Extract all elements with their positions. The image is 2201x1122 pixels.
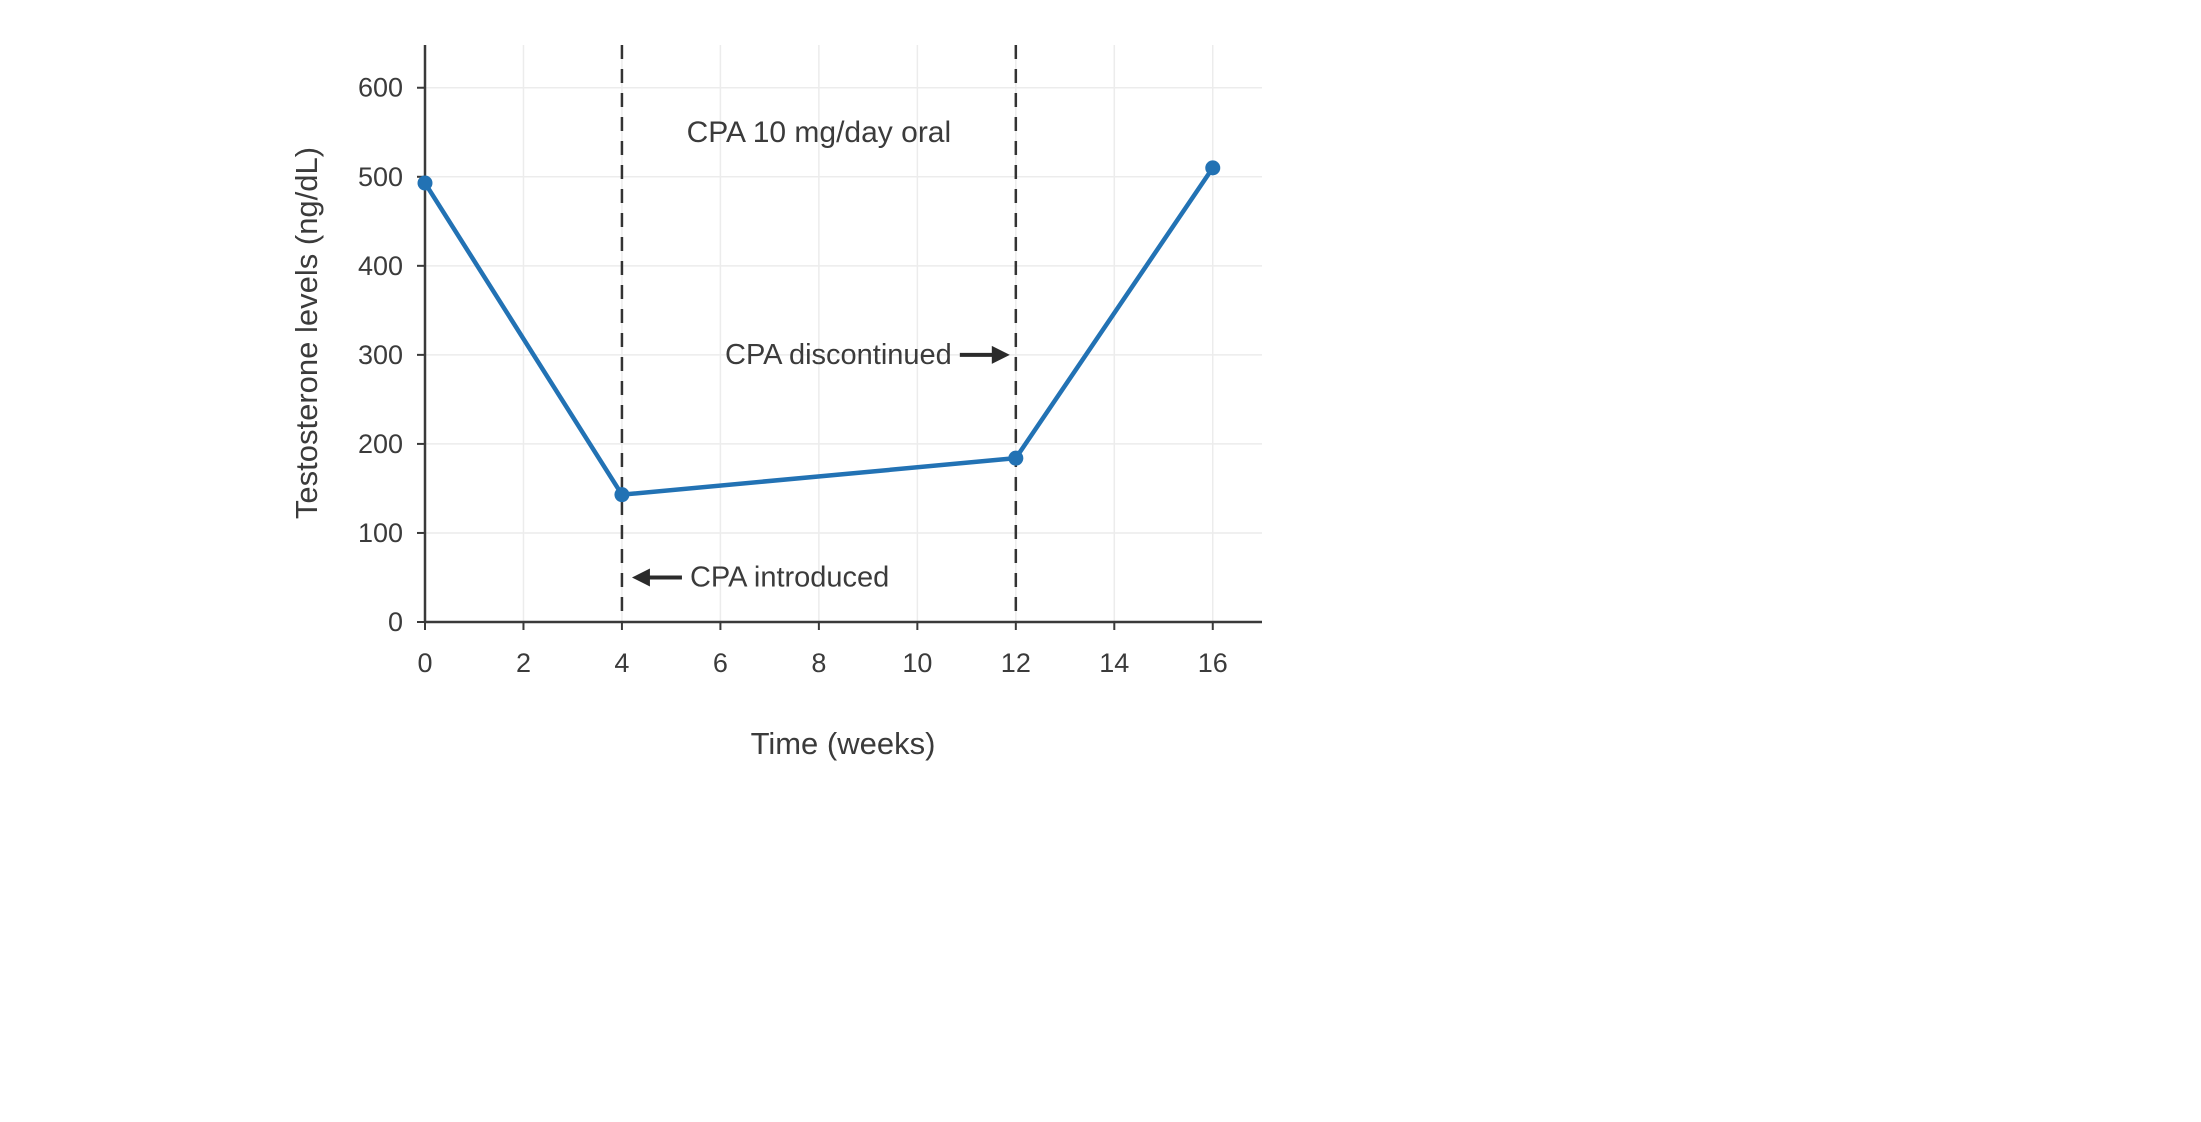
annotation-dose-label: CPA 10 mg/day oral: [687, 116, 952, 149]
data-point: [1008, 450, 1024, 466]
y-tick-label: 200: [358, 429, 403, 459]
y-tick-label: 100: [358, 518, 403, 548]
testosterone-series-line: [422, 165, 1216, 497]
y-tick-label: 0: [388, 607, 403, 637]
data-point: [614, 487, 630, 503]
x-axis-title: Time (weeks): [750, 726, 936, 761]
y-tick-label: 400: [358, 251, 403, 281]
x-tick-label: 14: [1099, 648, 1129, 678]
x-tick-label: 2: [516, 648, 531, 678]
y-tick-label: 500: [358, 162, 403, 192]
y-tick-label: 600: [358, 73, 403, 103]
y-axis-title: Testosterone levels (ng/dL): [289, 146, 324, 520]
x-tick-label: 6: [713, 648, 728, 678]
x-tick-label: 4: [614, 648, 629, 678]
x-tick-label: 10: [902, 648, 932, 678]
data-point: [417, 175, 433, 191]
x-tick-label: 8: [811, 648, 826, 678]
annotation-cpa-introduced: CPA introduced: [690, 561, 889, 593]
left-arrowhead-icon: [631, 568, 650, 587]
y-tick-label: 300: [358, 340, 403, 370]
data-point: [1205, 160, 1221, 176]
x-tick-label: 16: [1198, 648, 1228, 678]
x-tick-label: 0: [417, 648, 432, 678]
right-arrowhead-icon: [991, 345, 1010, 364]
x-tick-label: 12: [1001, 648, 1031, 678]
annotation-cpa-discontinued: CPA discontinued: [725, 339, 952, 371]
